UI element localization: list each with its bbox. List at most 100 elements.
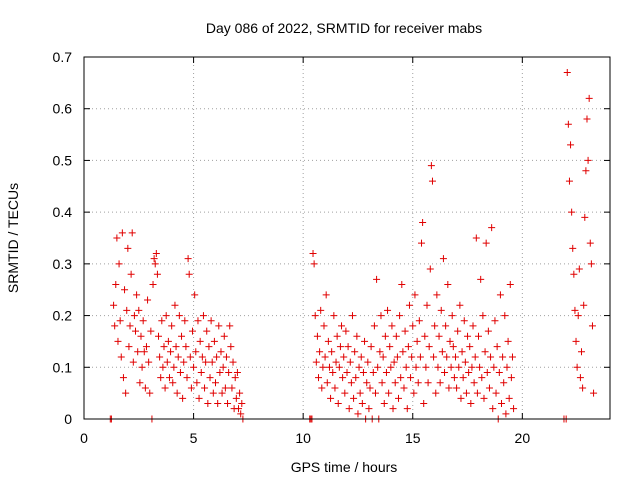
- data-point: [490, 363, 498, 371]
- data-point: [453, 384, 461, 392]
- data-point: [580, 301, 588, 309]
- data-point: [447, 363, 455, 371]
- data-point: [396, 312, 404, 320]
- data-point: [212, 379, 219, 387]
- data-point: [127, 270, 135, 278]
- data-point: [173, 389, 181, 397]
- data-point: [565, 177, 573, 185]
- data-point: [575, 265, 583, 273]
- data-point: [508, 353, 516, 361]
- data-point: [197, 368, 205, 376]
- data-point: [187, 384, 195, 392]
- data-point: [334, 399, 342, 407]
- data-point: [347, 379, 355, 387]
- data-point: [435, 332, 443, 340]
- data-point: [590, 389, 598, 397]
- data-point: [405, 301, 413, 309]
- data-point: [325, 363, 333, 371]
- data-point: [119, 374, 127, 382]
- data-point: [139, 317, 147, 325]
- data-point: [149, 281, 157, 289]
- data-point: [146, 389, 154, 397]
- data-point: [573, 363, 581, 371]
- data-point: [186, 353, 194, 361]
- data-point: [488, 224, 496, 232]
- data-point: [462, 389, 470, 397]
- data-point: [476, 363, 484, 371]
- data-point: [195, 394, 203, 402]
- data-point: [237, 410, 245, 418]
- data-point: [484, 327, 492, 335]
- data-point: [423, 301, 431, 309]
- data-point: [115, 260, 123, 268]
- data-point: [422, 363, 430, 371]
- data-point: [365, 405, 373, 413]
- data-point: [309, 250, 317, 258]
- data-point: [152, 250, 160, 258]
- data-point: [437, 306, 445, 314]
- data-point: [342, 327, 350, 335]
- data-point: [393, 353, 401, 361]
- data-point: [190, 363, 198, 371]
- data-point: [458, 348, 466, 356]
- data-point: [424, 379, 432, 387]
- data-point: [214, 399, 222, 407]
- data-point: [110, 301, 118, 309]
- data-point: [418, 239, 426, 247]
- data-point: [344, 343, 352, 351]
- data-point: [464, 332, 472, 340]
- data-point: [323, 379, 331, 387]
- data-point: [432, 389, 440, 397]
- data-point: [467, 399, 475, 407]
- data-point: [123, 306, 131, 314]
- data-point: [410, 389, 418, 397]
- data-point: [378, 379, 386, 387]
- data-point: [492, 389, 500, 397]
- data-point: [582, 167, 590, 175]
- data-point: [583, 115, 591, 123]
- data-point: [157, 374, 165, 382]
- data-point: [395, 394, 403, 402]
- data-point: [145, 358, 153, 366]
- data-point: [441, 368, 449, 376]
- data-point: [206, 374, 214, 382]
- data-point: [572, 337, 580, 345]
- data-point: [179, 394, 187, 402]
- data-point: [201, 384, 209, 392]
- data-point: [217, 348, 225, 356]
- data-point: [502, 410, 510, 418]
- data-point: [374, 363, 382, 371]
- data-point: [318, 384, 326, 392]
- data-point: [412, 363, 420, 371]
- data-point: [379, 353, 387, 361]
- x-tick-label: 0: [80, 430, 88, 446]
- y-tick-label: 0.2: [53, 308, 73, 324]
- data-point: [489, 405, 497, 413]
- data-point: [397, 374, 405, 382]
- data-point: [125, 343, 133, 351]
- data-point: [398, 281, 406, 289]
- data-point: [213, 353, 221, 361]
- data-point: [485, 384, 493, 392]
- data-point: [178, 332, 186, 340]
- data-point: [199, 312, 207, 320]
- data-point: [339, 374, 347, 382]
- data-point: [231, 374, 239, 382]
- y-tick-label: 0.1: [53, 359, 73, 375]
- data-point: [343, 368, 351, 376]
- data-point: [219, 363, 227, 371]
- data-point: [329, 368, 337, 376]
- data-point: [481, 348, 489, 356]
- data-point: [218, 389, 226, 397]
- data-point: [381, 332, 389, 340]
- data-point: [174, 353, 182, 361]
- data-point: [124, 244, 132, 252]
- data-point: [501, 312, 509, 320]
- data-point: [359, 368, 367, 376]
- data-point: [390, 358, 398, 366]
- data-point: [227, 343, 235, 351]
- data-point: [465, 368, 473, 376]
- data-point: [364, 358, 372, 366]
- data-point: [348, 312, 356, 320]
